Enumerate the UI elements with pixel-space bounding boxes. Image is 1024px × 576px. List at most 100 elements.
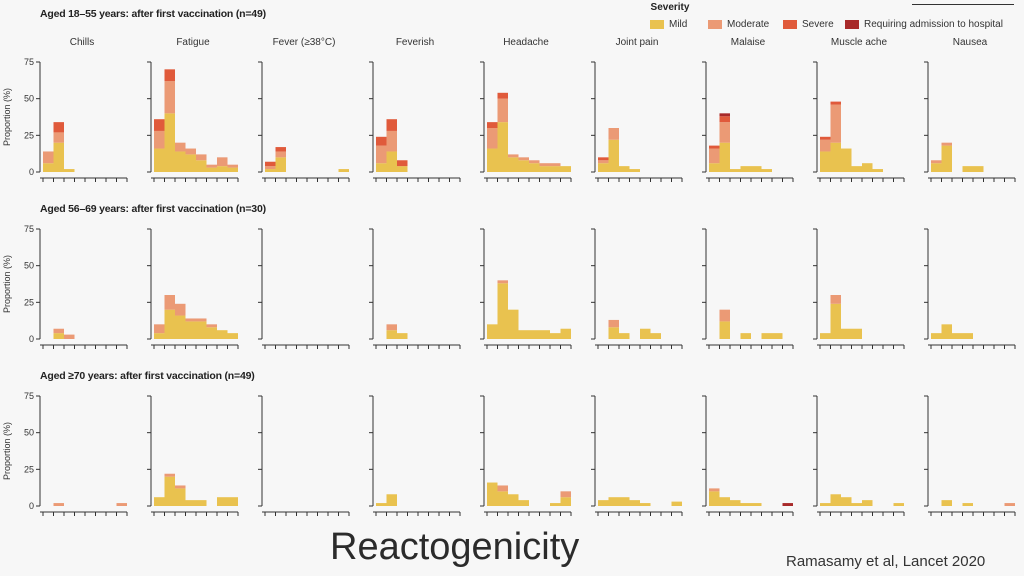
y-tick-label: 50 <box>24 261 34 271</box>
bar-segment <box>650 333 661 339</box>
bar-segment <box>598 160 609 164</box>
bar-segment <box>43 163 54 172</box>
bar-segment <box>508 154 519 158</box>
bar-segment <box>841 148 852 172</box>
bar-segment <box>164 473 175 477</box>
y-tick-label: 75 <box>24 391 34 401</box>
legend-label-moderate: Moderate <box>727 19 770 30</box>
bar-segment <box>560 491 571 498</box>
bar-segment <box>196 321 207 339</box>
bar-segment <box>851 328 862 339</box>
legend-label-mild: Mild <box>669 19 688 30</box>
bar-segment <box>175 488 186 506</box>
bar-segment <box>376 145 387 164</box>
bar-segment <box>497 98 508 123</box>
bar-segment <box>719 321 730 339</box>
bar-segment <box>830 101 841 105</box>
bar-segment <box>508 494 519 506</box>
bar-segment <box>185 148 196 155</box>
bar-segment <box>497 122 508 172</box>
bar-segment <box>164 69 175 82</box>
bar-segment <box>560 166 571 172</box>
bar-segment <box>751 166 762 172</box>
bar-segment <box>206 164 217 168</box>
bar-segment <box>518 157 529 161</box>
bar-segment <box>1004 503 1015 506</box>
y-tick-label: 25 <box>24 464 34 474</box>
y-axis-label: Proportion (%) <box>2 421 12 481</box>
bar-segment <box>227 167 238 172</box>
bar-segment <box>830 303 841 339</box>
y-tick-label: 0 <box>29 334 34 344</box>
bar-segment <box>751 503 762 506</box>
bar-segment <box>206 167 217 172</box>
bar-segment <box>820 136 831 140</box>
legend-swatch-hospital <box>845 20 859 29</box>
bar-segment <box>164 113 175 172</box>
severity-legend: Severity Mild Moderate Severe Requiring … <box>646 2 1016 34</box>
bar-segment <box>487 324 498 339</box>
bar-segment <box>539 163 550 167</box>
panel-title: Joint pain <box>615 37 659 48</box>
bar-segment <box>497 92 508 99</box>
bar-segment <box>560 497 571 506</box>
bar-segment <box>550 333 561 339</box>
bar-segment <box>386 330 397 339</box>
y-tick-label: 75 <box>24 57 34 67</box>
bar-segment <box>518 330 529 339</box>
bar-segment <box>217 166 228 172</box>
bar-segment <box>164 309 175 339</box>
bar-segment <box>931 333 942 339</box>
bar-segment <box>862 163 873 172</box>
bar-segment <box>893 503 904 506</box>
bar-segment <box>53 328 64 334</box>
bar-segment <box>206 327 217 339</box>
bar-segment <box>386 130 397 152</box>
bar-segment <box>941 145 952 172</box>
bar-segment <box>53 122 64 133</box>
y-tick-label: 50 <box>24 94 34 104</box>
bar-segment <box>53 503 64 506</box>
bar-segment <box>598 500 609 506</box>
bar-segment <box>487 122 498 128</box>
bar-segment <box>608 327 619 339</box>
bar-segment <box>175 142 186 152</box>
row-title: Aged 56–69 years: after first vaccinatio… <box>40 203 266 215</box>
bar-segment <box>175 485 186 489</box>
bar-segment <box>397 160 408 167</box>
legend-label-hospital: Requiring admission to hospital <box>864 19 1003 30</box>
bar-segment <box>497 491 508 506</box>
bar-segment <box>830 142 841 172</box>
bar-segment <box>64 334 75 339</box>
bar-segment <box>64 169 75 172</box>
bar-segment <box>671 501 682 506</box>
bar-segment <box>640 503 651 506</box>
bar-segment <box>608 128 619 140</box>
bar-segment <box>397 333 408 339</box>
bar-segment <box>386 151 397 172</box>
bar-segment <box>518 160 529 172</box>
bar-segment <box>619 333 630 339</box>
bar-segment <box>730 500 741 506</box>
bar-segment <box>709 163 720 172</box>
bar-segment <box>608 319 619 328</box>
bar-segment <box>497 283 508 339</box>
bar-segment <box>740 333 751 339</box>
bar-segment <box>740 503 751 506</box>
panel-title: Headache <box>503 37 549 48</box>
bar-segment <box>206 324 217 328</box>
bar-segment <box>508 309 519 339</box>
y-axis-label: Proportion (%) <box>2 87 12 147</box>
bar-segment <box>487 128 498 149</box>
bar-segment <box>560 328 571 339</box>
panel-title: Chills <box>69 37 95 48</box>
bar-segment <box>265 166 276 170</box>
top-rule <box>912 4 1014 5</box>
bar-segment <box>719 113 730 117</box>
bar-segment <box>386 324 397 331</box>
bar-segment <box>761 169 772 172</box>
bar-segment <box>598 163 609 172</box>
bar-segment <box>154 333 165 339</box>
bar-segment <box>164 476 175 506</box>
